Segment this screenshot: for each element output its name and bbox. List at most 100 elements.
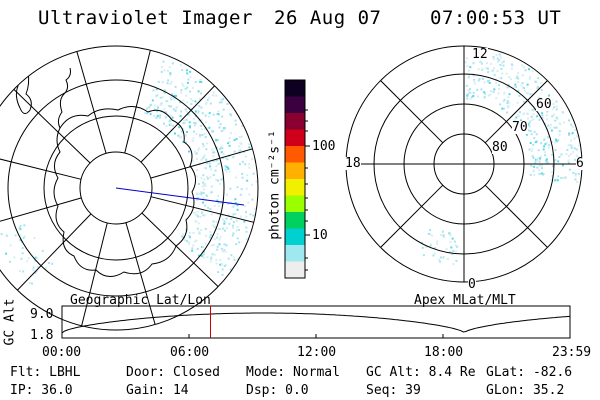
aurora-pixel: [204, 185, 207, 188]
aurora-pixel: [223, 220, 226, 223]
aurora-pixel: [229, 268, 232, 271]
aurora-pixel: [554, 149, 557, 151]
aurora-pixel: [28, 282, 31, 284]
aurora-pixel: [235, 123, 237, 126]
aurora-pixel: [432, 254, 435, 257]
aurora-pixel: [564, 176, 567, 179]
aurora-pixel: [224, 264, 227, 266]
aurora-pixel: [240, 188, 243, 191]
aurora-pixel: [551, 153, 554, 156]
aurora-pixel: [520, 119, 522, 122]
aurora-pixel: [252, 214, 255, 217]
aurora-pixel: [226, 166, 229, 169]
mlt-label-18: 18: [345, 156, 361, 171]
color-bar-band: [285, 228, 305, 246]
aurora-pixel: [152, 89, 155, 92]
aurora-pixel: [200, 106, 203, 109]
aurora-pixel: [550, 129, 553, 132]
aurora-pixel: [466, 65, 469, 68]
aurora-pixel: [236, 204, 239, 207]
aurora-pixel: [47, 262, 50, 264]
aurora-pixel: [181, 69, 184, 72]
lat-circle-70: [43, 115, 189, 261]
aurora-pixel: [571, 131, 574, 134]
aurora-pixel: [239, 193, 242, 196]
aurora-pixel: [41, 249, 44, 252]
aurora-pixel: [496, 70, 499, 72]
aurora-pixel: [570, 153, 572, 156]
aurora-pixel: [9, 244, 12, 247]
aurora-pixel: [501, 107, 504, 110]
aurora-pixel: [469, 88, 471, 91]
aurora-pixel: [208, 115, 211, 118]
aurora-pixel: [541, 114, 544, 117]
aurora-pixel: [547, 136, 550, 139]
aurora-pixel: [235, 138, 238, 140]
aurora-pixel: [170, 124, 173, 127]
aurora-pixel: [185, 94, 188, 97]
aurora-pixel: [227, 142, 230, 145]
aurora-pixel: [215, 165, 218, 167]
aurora-pixel: [209, 176, 212, 179]
aurora-pixel: [540, 167, 543, 170]
door-status: Door: Closed: [126, 365, 220, 380]
mlt-spoke: [484, 184, 557, 257]
aurora-pixel: [507, 86, 510, 89]
aurora-pixel: [189, 90, 192, 93]
aurora-pixel: [576, 181, 579, 183]
aurora-pixel: [529, 129, 532, 132]
aurora-pixel: [196, 210, 199, 213]
aurora-pixel: [189, 76, 192, 78]
aurora-pixel: [536, 87, 539, 90]
aurora-pixel: [547, 146, 550, 149]
aurora-pixel: [235, 243, 238, 246]
aurora-pixel: [238, 152, 241, 155]
aurora-pixel: [203, 96, 206, 99]
aurora-pixel: [530, 115, 533, 118]
aurora-pixel: [487, 94, 490, 97]
aurora-pixel: [158, 116, 161, 119]
aurora-pixel: [208, 162, 211, 165]
aurora-pixel: [212, 224, 215, 227]
aurora-pixel: [213, 151, 216, 154]
aurora-pixel: [170, 98, 173, 101]
aurora-pixel: [538, 160, 541, 163]
aurora-pixel: [168, 118, 171, 121]
aurora-pixel: [8, 260, 11, 263]
aurora-pixel: [527, 129, 530, 132]
aurora-pixel: [516, 75, 519, 78]
aurora-pixel: [166, 82, 169, 85]
aurora-pixel: [536, 115, 539, 118]
aurora-pixel: [197, 110, 200, 113]
aurora-pixel: [500, 61, 503, 64]
aurora-pixel: [521, 64, 524, 67]
aurora-pixel: [216, 248, 219, 251]
aurora-pixel: [223, 249, 226, 252]
aurora-pixel: [18, 270, 21, 273]
aurora-pixel: [477, 79, 480, 82]
aurora-pixel: [202, 245, 205, 248]
aurora-pixel: [477, 95, 479, 98]
aurora-pixel: [200, 92, 203, 95]
aurora-pixel: [175, 94, 177, 97]
aurora-pixel: [36, 257, 39, 260]
aurora-pixel: [146, 107, 149, 110]
aurora-pixel: [537, 87, 540, 90]
aurora-pixel: [203, 132, 206, 135]
aurora-pixel: [241, 160, 244, 163]
aurora-pixel: [196, 227, 199, 230]
aurora-pixel: [515, 76, 518, 79]
aurora-pixel: [19, 234, 22, 237]
aurora-pixel: [210, 256, 213, 259]
aurora-pixel: [184, 121, 186, 124]
aurora-pixel: [421, 241, 423, 244]
aurora-pixel: [183, 119, 186, 122]
meridian-line: [125, 222, 161, 330]
aurora-pixel: [525, 92, 528, 94]
aurora-pixel: [180, 130, 183, 133]
aurora-pixel: [200, 118, 203, 121]
aurora-pixel: [572, 150, 575, 153]
aurora-pixel: [190, 103, 193, 106]
aurora-pixel: [568, 119, 570, 122]
